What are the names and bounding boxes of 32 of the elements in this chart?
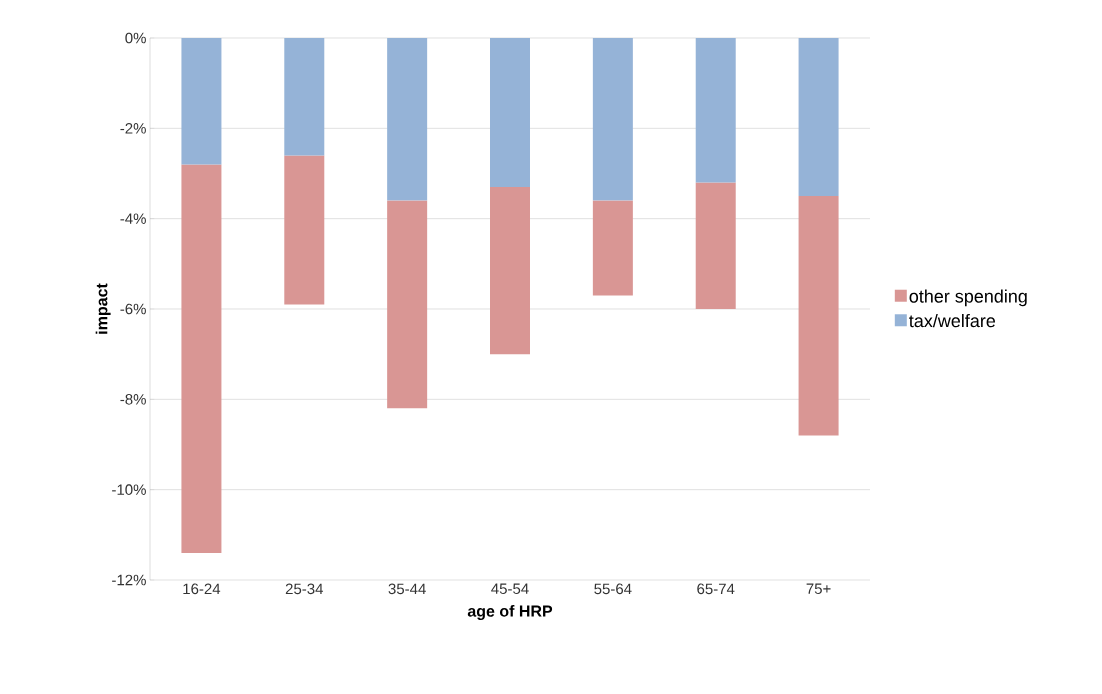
bar xyxy=(592,200,633,296)
bar xyxy=(284,155,325,305)
bar xyxy=(490,187,531,355)
x-tick-label: 55-64 xyxy=(594,583,632,595)
y-axis-title: impact xyxy=(95,283,111,334)
x-tick-label: 35-44 xyxy=(388,583,426,595)
x-tick-label: 65-74 xyxy=(697,583,735,595)
bar xyxy=(181,164,222,553)
y-tick-label: 0% xyxy=(125,32,146,44)
bar xyxy=(695,182,736,309)
x-tick-label: 45-54 xyxy=(491,583,529,594)
legend-label: tax/welfare xyxy=(909,313,996,328)
y-tick-label: -12% xyxy=(112,574,146,586)
legend-label: other spending xyxy=(909,289,1027,307)
x-tick-label: 16-24 xyxy=(183,583,221,595)
bar xyxy=(695,37,736,183)
bar xyxy=(181,37,222,165)
y-tick-label: -10% xyxy=(112,484,146,495)
bar xyxy=(284,37,325,156)
x-axis-title: age of HRP xyxy=(467,605,553,620)
y-tick-label: -2% xyxy=(120,123,146,134)
x-tick-label: 25-34 xyxy=(285,583,324,595)
y-tick-label: -6% xyxy=(120,303,146,315)
bar xyxy=(798,37,839,197)
bar xyxy=(387,200,428,409)
bar xyxy=(387,37,428,201)
y-tick-label: -4% xyxy=(120,213,146,224)
x-tick-label: 75+ xyxy=(806,583,831,594)
bar xyxy=(798,196,839,436)
y-tick-label: -8% xyxy=(120,394,146,405)
bar xyxy=(490,37,531,188)
bar xyxy=(592,37,633,201)
